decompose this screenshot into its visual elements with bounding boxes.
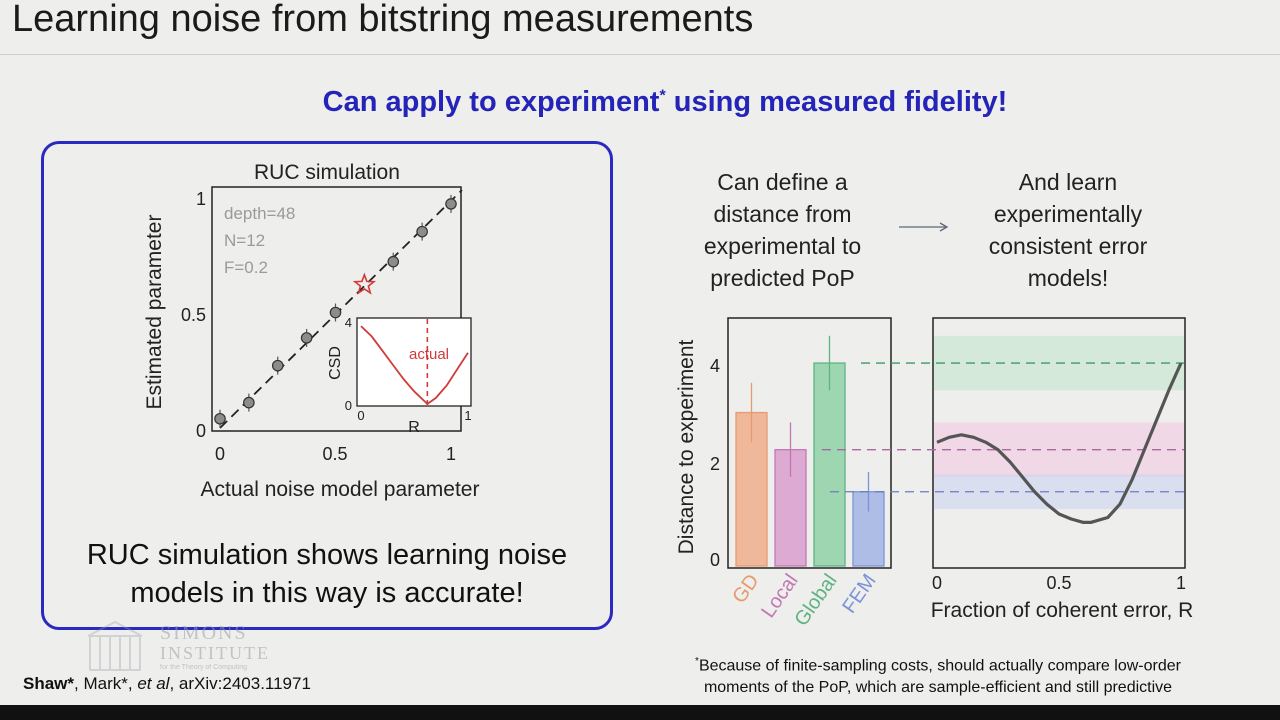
panel-caption-line-2: models in this way is accurate!	[130, 577, 524, 609]
watermark-line-1: SIMONS	[160, 622, 248, 644]
line-xlabel: Fraction of coherent error, R	[931, 599, 1194, 622]
inset-xlabel: R	[408, 419, 420, 436]
subtitle-main: Can apply to experiment	[322, 86, 660, 118]
ruc-point	[445, 198, 457, 210]
citation-arxiv: , arXiv:2403.11971	[169, 674, 311, 693]
learn-models-line-1: And learn	[1018, 169, 1118, 195]
ruc-highlight-star-icon	[352, 272, 377, 295]
define-distance-line-4: predicted PoP	[710, 265, 855, 291]
define-distance-line-2: distance from	[713, 201, 852, 227]
ruc-point	[416, 225, 428, 238]
title-divider	[0, 54, 1280, 55]
bar-label-gd: GD	[728, 570, 763, 607]
bar-plot-frame	[727, 317, 892, 569]
bar-label-fem: FEM	[838, 570, 880, 617]
ruc-chart-title: RUC simulation	[254, 161, 400, 184]
line-xtick-1: 0.5	[1046, 573, 1071, 593]
line-xtick-0: 0	[932, 573, 942, 593]
footnote-mark: *	[695, 656, 699, 667]
citation-second-author: , Mark*,	[74, 674, 138, 693]
ruc-point	[387, 255, 400, 268]
panel-caption-line-1: RUC simulation shows learning noise	[86, 539, 568, 571]
slide-title: Learning noise from bitstring measuremen…	[12, 0, 754, 40]
ruc-annotation-f: F=0.2	[224, 258, 268, 277]
ruc-ylabel: Estimated parameter	[143, 215, 166, 410]
ruc-ytick-0: 0	[196, 421, 206, 441]
bar-ylabel: Distance to experiment	[675, 339, 698, 554]
ruc-point	[329, 306, 342, 319]
bar-ytick-2: 4	[710, 356, 720, 376]
ruc-ytick-1: 0.5	[181, 305, 206, 325]
inset-ylabel: CSD	[327, 346, 344, 380]
panel-caption: RUC simulation shows learning noise mode…	[41, 536, 613, 612]
coherent-error-curve	[936, 362, 1183, 525]
footnote-line-2: moments of the PoP, which are sample-eff…	[703, 679, 1173, 697]
bar-ytick-0: 0	[710, 550, 720, 570]
error-model-band	[934, 422, 1184, 477]
watermark-line-2: INSTITUTE	[160, 643, 270, 663]
inset-ytick-0: 0	[345, 398, 352, 413]
arrow-right-icon	[899, 222, 949, 232]
subtitle-rest: using measured fidelity!	[665, 86, 1008, 118]
inset-ytick-1: 4	[345, 315, 352, 330]
ruc-xtick-0: 0	[215, 444, 225, 464]
learn-models-line-3: consistent error	[988, 233, 1148, 259]
inset-xtick-1: 1	[464, 408, 471, 423]
footnote: *Because of finite-sampling costs, shoul…	[600, 651, 1276, 699]
ruc-xtick-1: 0.5	[322, 444, 347, 464]
video-bottom-bar	[0, 705, 1280, 720]
bar-ytick-1: 2	[710, 454, 720, 474]
citation: Shaw*, Mark*, et al, arXiv:2403.11971	[23, 674, 311, 694]
ruc-annotations: depth=48 N=12 F=0.2	[224, 200, 295, 281]
watermark-line-3: for the Theory of Computing	[160, 664, 248, 671]
ruc-point	[271, 359, 284, 372]
subtitle-mark: *	[659, 87, 666, 105]
learn-models-text: And learn experimentally consistent erro…	[962, 166, 1174, 294]
inset-xtick-0: 0	[357, 408, 364, 423]
ruc-panel	[41, 141, 613, 630]
ruc-point	[243, 396, 255, 409]
ruc-annotation-n: N=12	[224, 231, 266, 250]
line-plot-frame	[932, 317, 1186, 569]
line-xtick-2: 1	[1176, 573, 1186, 593]
bar-label-global: Global	[790, 570, 841, 630]
ruc-xlabel: Actual noise model parameter	[201, 478, 480, 501]
ruc-reference-line	[219, 189, 463, 429]
bar-global	[813, 362, 846, 567]
ruc-ytick-2: 1	[196, 189, 206, 209]
inset-csd-curve	[360, 325, 469, 406]
ruc-point	[214, 412, 226, 425]
define-distance-line-3: experimental to	[703, 233, 862, 259]
ruc-plot-frame	[211, 186, 462, 432]
define-distance-line-1: Can define a	[717, 169, 848, 195]
learn-models-line-2: experimentally	[993, 201, 1143, 227]
simons-institute-logo-icon	[88, 620, 143, 671]
citation-first-author: Shaw*	[23, 674, 75, 693]
slide-subtitle: Can apply to experiment* using measured …	[0, 86, 1280, 119]
footnote-line-1-text: Because of finite-sampling costs, should…	[698, 657, 1181, 675]
inset-marker-label: actual	[409, 346, 449, 363]
define-distance-text: Can define a distance from experimental …	[680, 166, 885, 294]
ruc-annotation-depth: depth=48	[224, 204, 296, 223]
ruc-xtick-2: 1	[446, 444, 456, 464]
footnote-line-1: *Because of finite-sampling costs, shoul…	[600, 651, 1276, 677]
learn-models-line-4: models!	[1027, 265, 1109, 291]
citation-etal: et al	[137, 674, 170, 693]
ruc-point	[300, 332, 313, 344]
